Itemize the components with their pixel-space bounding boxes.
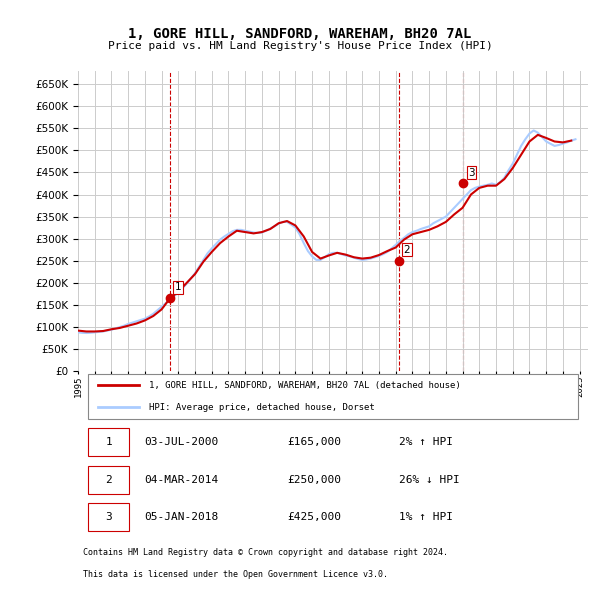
FancyBboxPatch shape (88, 466, 129, 494)
Text: 1, GORE HILL, SANDFORD, WAREHAM, BH20 7AL: 1, GORE HILL, SANDFORD, WAREHAM, BH20 7A… (128, 27, 472, 41)
Text: This data is licensed under the Open Government Licence v3.0.: This data is licensed under the Open Gov… (83, 570, 388, 579)
Text: 03-JUL-2000: 03-JUL-2000 (145, 437, 218, 447)
Text: 1: 1 (175, 283, 182, 293)
Text: Price paid vs. HM Land Registry's House Price Index (HPI): Price paid vs. HM Land Registry's House … (107, 41, 493, 51)
Text: 26% ↓ HPI: 26% ↓ HPI (400, 475, 460, 485)
Text: 05-JAN-2018: 05-JAN-2018 (145, 512, 218, 522)
Text: 3: 3 (468, 168, 475, 178)
FancyBboxPatch shape (88, 373, 578, 419)
Text: £250,000: £250,000 (287, 475, 341, 485)
FancyBboxPatch shape (88, 503, 129, 531)
Text: 2: 2 (404, 245, 410, 255)
Text: 1% ↑ HPI: 1% ↑ HPI (400, 512, 454, 522)
Text: £165,000: £165,000 (287, 437, 341, 447)
Text: HPI: Average price, detached house, Dorset: HPI: Average price, detached house, Dors… (149, 403, 375, 412)
Text: 1: 1 (105, 437, 112, 447)
Text: £425,000: £425,000 (287, 512, 341, 522)
Text: Contains HM Land Registry data © Crown copyright and database right 2024.: Contains HM Land Registry data © Crown c… (83, 548, 448, 557)
Text: 2: 2 (105, 475, 112, 485)
Text: 1, GORE HILL, SANDFORD, WAREHAM, BH20 7AL (detached house): 1, GORE HILL, SANDFORD, WAREHAM, BH20 7A… (149, 381, 461, 390)
FancyBboxPatch shape (88, 428, 129, 456)
Text: 3: 3 (105, 512, 112, 522)
Text: 04-MAR-2014: 04-MAR-2014 (145, 475, 218, 485)
Text: 2% ↑ HPI: 2% ↑ HPI (400, 437, 454, 447)
